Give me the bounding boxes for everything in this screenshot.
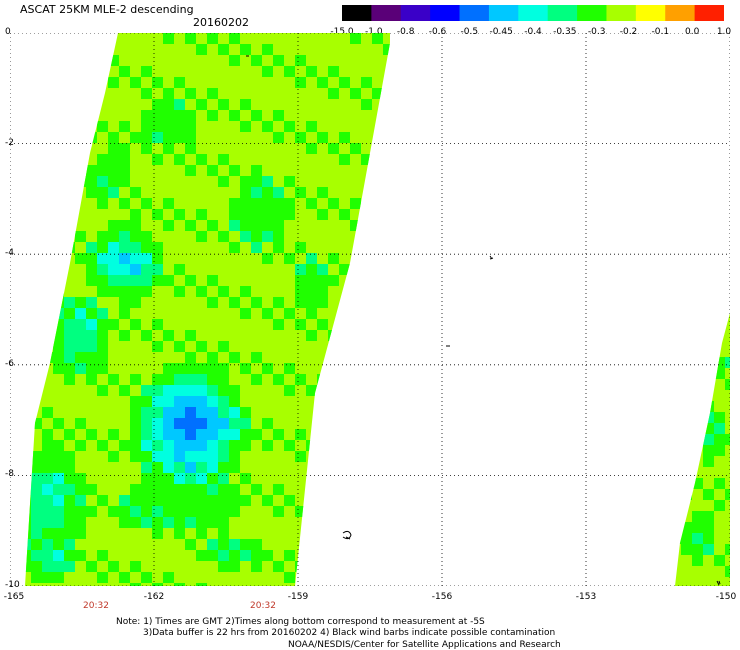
color-scale-tick-label: -0.6 [428, 27, 447, 37]
color-scale-tick-label: -0.1 [651, 27, 670, 37]
color-swatch [400, 5, 431, 21]
color-swatch [694, 5, 724, 21]
lon-tick-label: -150 [715, 592, 737, 602]
color-scale-tick-label: -15.0 [330, 27, 354, 37]
color-swatch [606, 5, 637, 21]
color-scale-tick-label: -0.2 [619, 27, 638, 37]
map-date: 20160202 [193, 16, 249, 29]
color-scale-tick-label: 1.0 [716, 27, 732, 37]
grid-lines [10, 33, 730, 586]
lon-tick-label: -162 [143, 592, 165, 602]
wind-barb-icon [489, 255, 494, 260]
note-line-3: NOAA/NESDIS/Center for Satellite Applica… [288, 640, 561, 650]
color-swatch [371, 5, 402, 21]
wind-field-map [10, 33, 730, 586]
color-scale-tick-label: 0.0 [684, 27, 700, 37]
color-swatch [342, 5, 372, 21]
lon-tick-label: -156 [431, 592, 453, 602]
color-scale-tick-label: -0.35 [553, 27, 577, 37]
color-swatch [635, 5, 666, 21]
lon-tick-label: -153 [575, 592, 597, 602]
color-swatch [430, 5, 461, 21]
lat-tick-label: -6 [5, 358, 14, 369]
lat-tick-label: -10 [5, 580, 20, 590]
swath-west [25, 33, 390, 586]
color-swatch [459, 5, 490, 21]
lon-tick-label: -159 [287, 592, 309, 602]
color-scale-tick-label: -0.8 [396, 27, 415, 37]
color-scale-tick-label: -0.3 [587, 27, 606, 37]
color-swatch [547, 5, 578, 21]
pass-time-label: 20:32 [83, 601, 109, 611]
color-swatch [577, 5, 607, 21]
color-scale-tick-label: -1.0 [365, 27, 383, 37]
lon-tick-label: -165 [3, 592, 25, 602]
map-title: ASCAT 25KM MLE-2 descending [20, 3, 194, 16]
note-line-2: 3)Data buffer is 22 hrs from 20160202 4)… [143, 628, 556, 638]
wind-barb-marks [246, 55, 721, 586]
wind-barb-icon [342, 530, 352, 540]
color-scale-bar [342, 5, 724, 21]
color-scale-tick-label: -0.45 [489, 27, 513, 37]
color-swatch [518, 5, 549, 21]
note-line-1: Note: 1) Times are GMT 2)Times along bot… [116, 617, 485, 627]
color-scale-tick-label: -0.5 [460, 27, 479, 37]
lat-tick-label: -2 [5, 137, 14, 148]
color-scale-tick-label: -0.4 [524, 27, 542, 37]
color-swatch [488, 5, 519, 21]
lat-tick-label: 0 [5, 27, 11, 37]
wind-barb-icon [716, 580, 721, 586]
pass-time-label: 20:32 [250, 601, 276, 611]
color-swatch [665, 5, 696, 21]
lat-tick-label: -8 [5, 469, 14, 480]
lat-tick-label: -4 [5, 248, 14, 259]
swath-east [675, 313, 730, 586]
